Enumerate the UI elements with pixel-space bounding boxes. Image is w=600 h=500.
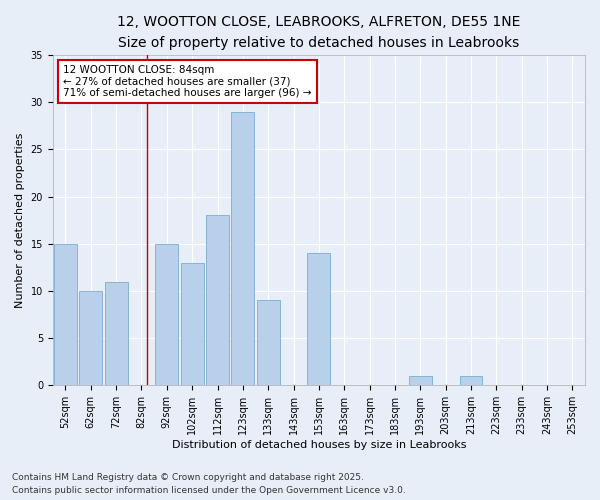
Bar	[460, 376, 482, 386]
Text: Contains HM Land Registry data © Crown copyright and database right 2025.
Contai: Contains HM Land Registry data © Crown c…	[12, 474, 406, 495]
Bar	[307, 253, 330, 386]
Bar	[206, 216, 229, 386]
Title: 12, WOOTTON CLOSE, LEABROOKS, ALFRETON, DE55 1NE
Size of property relative to de: 12, WOOTTON CLOSE, LEABROOKS, ALFRETON, …	[117, 15, 521, 50]
Bar	[155, 244, 178, 386]
Bar	[105, 282, 128, 386]
Y-axis label: Number of detached properties: Number of detached properties	[15, 132, 25, 308]
Bar	[54, 244, 77, 386]
Bar	[79, 291, 102, 386]
Bar	[409, 376, 431, 386]
Bar	[232, 112, 254, 386]
X-axis label: Distribution of detached houses by size in Leabrooks: Distribution of detached houses by size …	[172, 440, 466, 450]
Text: 12 WOOTTON CLOSE: 84sqm
← 27% of detached houses are smaller (37)
71% of semi-de: 12 WOOTTON CLOSE: 84sqm ← 27% of detache…	[64, 65, 312, 98]
Bar	[257, 300, 280, 386]
Bar	[181, 262, 203, 386]
